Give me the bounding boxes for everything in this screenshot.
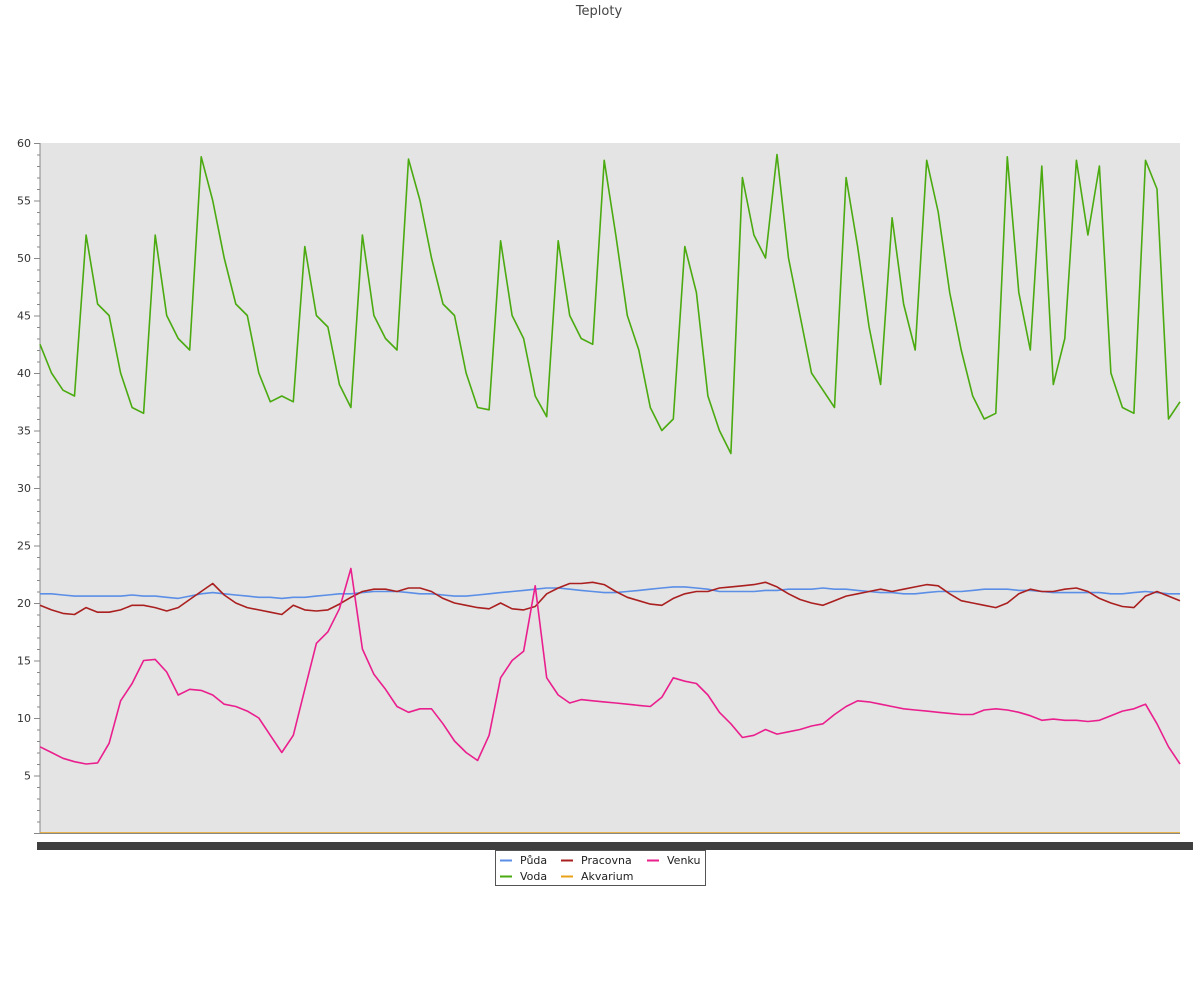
series-layer: [39, 153, 1181, 834]
legend-label: Půda: [520, 854, 547, 867]
x-axis: [37, 833, 1193, 850]
chart-title: Teploty: [575, 4, 623, 19]
legend-label: Venku: [667, 854, 700, 867]
y-tick-label: 45: [17, 310, 31, 323]
series-line-2: [39, 567, 1181, 765]
y-tick-label: 5: [24, 770, 31, 783]
plot-area: [40, 143, 1180, 833]
y-tick-label: 60: [17, 137, 31, 150]
series-line-0: [40, 586, 1180, 600]
y-tick-label: 35: [17, 425, 31, 438]
legend-box: [495, 850, 706, 886]
y-tick-label: 55: [17, 195, 31, 208]
legend: Půda Pracovna Venku Voda Akvarium: [495, 850, 706, 886]
legend-label: Akvarium: [581, 870, 633, 883]
y-tick-label: 40: [17, 367, 31, 380]
y-axis: 5 10 15 20 25 30 35 40 45 50 55 60: [17, 137, 41, 834]
y-tick-label: 10: [17, 712, 31, 725]
series-line-1: [39, 581, 1181, 616]
y-tick-label: 30: [17, 482, 31, 495]
series-line-3: [39, 153, 1181, 455]
legend-label: Voda: [520, 870, 547, 883]
x-tick-labels-band: [37, 842, 1193, 850]
y-tick-label: 25: [17, 540, 31, 553]
legend-label: Pracovna: [581, 854, 632, 867]
y-tick-label: 20: [17, 597, 31, 610]
y-tick-label: 15: [17, 655, 31, 668]
y-tick-label: 50: [17, 252, 31, 265]
